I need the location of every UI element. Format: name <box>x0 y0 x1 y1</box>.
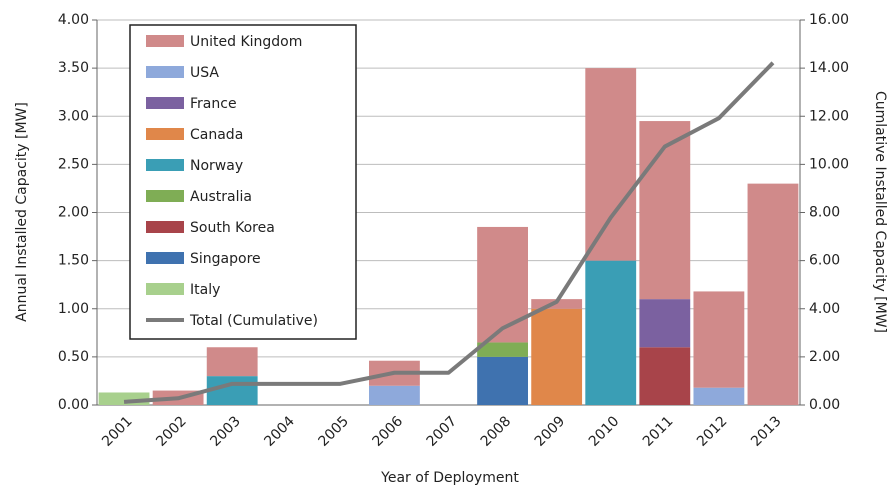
legend-swatch <box>146 283 184 295</box>
bar <box>747 183 799 405</box>
x-axis-title: Year of Deployment <box>380 470 519 486</box>
bar <box>531 308 583 405</box>
x-tick-label: 2005 <box>315 413 352 450</box>
bar <box>585 68 637 261</box>
bar <box>639 121 691 300</box>
y-tick-label: 1.00 <box>58 301 89 317</box>
bar <box>477 356 528 405</box>
legend-swatch <box>146 252 184 264</box>
bar <box>639 299 691 348</box>
x-tick-label: 2006 <box>370 413 407 450</box>
x-tick-label: 2008 <box>478 413 515 450</box>
y-tick-label: 3.00 <box>58 108 89 124</box>
legend-label: Singapore <box>190 251 261 267</box>
legend-swatch <box>146 66 184 78</box>
y2-tick-label: 2.00 <box>809 349 840 365</box>
bar <box>369 385 420 405</box>
x-tick-label: 2009 <box>532 413 569 450</box>
y-tick-label: 3.50 <box>58 60 89 76</box>
bar <box>639 347 691 405</box>
legend-label: Total (Cumulative) <box>189 313 318 329</box>
bar <box>477 226 528 343</box>
legend-swatch <box>146 97 184 109</box>
bar <box>693 291 745 388</box>
x-tick-label: 2002 <box>153 413 190 450</box>
legend-label: Norway <box>190 158 243 174</box>
y2-tick-label: 8.00 <box>809 205 840 221</box>
legend-label: Italy <box>190 282 220 298</box>
y2-tick-label: 0.00 <box>809 397 840 413</box>
legend-label: Australia <box>190 189 252 205</box>
legend-swatch <box>146 190 184 202</box>
y-tick-label: 2.00 <box>58 205 89 221</box>
x-tick-label: 2003 <box>207 413 244 450</box>
y-tick-label: 0.50 <box>58 349 89 365</box>
bar <box>206 376 258 405</box>
y-axis-title: Annual Installed Capacity [MW] <box>14 102 30 322</box>
x-tick-label: 2001 <box>99 413 136 450</box>
y2-tick-label: 14.00 <box>809 60 849 76</box>
bar <box>693 387 745 405</box>
bar <box>206 347 258 377</box>
line <box>123 61 775 404</box>
legend-label: United Kingdom <box>190 34 302 50</box>
y-tick-label: 1.50 <box>58 253 89 269</box>
legend-label: USA <box>190 65 219 81</box>
y2-tick-label: 12.00 <box>809 108 849 124</box>
y2-tick-label: 6.00 <box>809 253 840 269</box>
x-tick-label: 2010 <box>586 413 623 450</box>
legend-swatch <box>146 221 184 233</box>
x-tick-label: 2013 <box>748 413 785 450</box>
legend-swatch <box>146 128 184 140</box>
legend-label: France <box>190 96 237 112</box>
x-tick-label: 2004 <box>261 413 298 450</box>
bar <box>477 342 528 357</box>
bar <box>585 260 637 405</box>
legend-label: Canada <box>190 127 243 143</box>
y2-axis-title: Cumlative Installed Capacity [MW] <box>872 91 888 333</box>
legend-label: South Korea <box>190 220 275 236</box>
y2-tick-label: 10.00 <box>809 156 849 172</box>
legend-swatch <box>146 35 184 47</box>
legend-swatch <box>146 159 184 171</box>
y-tick-label: 4.00 <box>58 12 89 28</box>
x-tick-label: 2012 <box>694 413 731 450</box>
y-tick-label: 2.50 <box>58 156 89 172</box>
x-tick-label: 2007 <box>424 413 461 450</box>
x-tick-label: 2011 <box>640 413 677 450</box>
y-tick-label: 0.00 <box>58 397 89 413</box>
y2-tick-label: 16.00 <box>809 12 849 28</box>
y2-tick-label: 4.00 <box>809 301 840 317</box>
